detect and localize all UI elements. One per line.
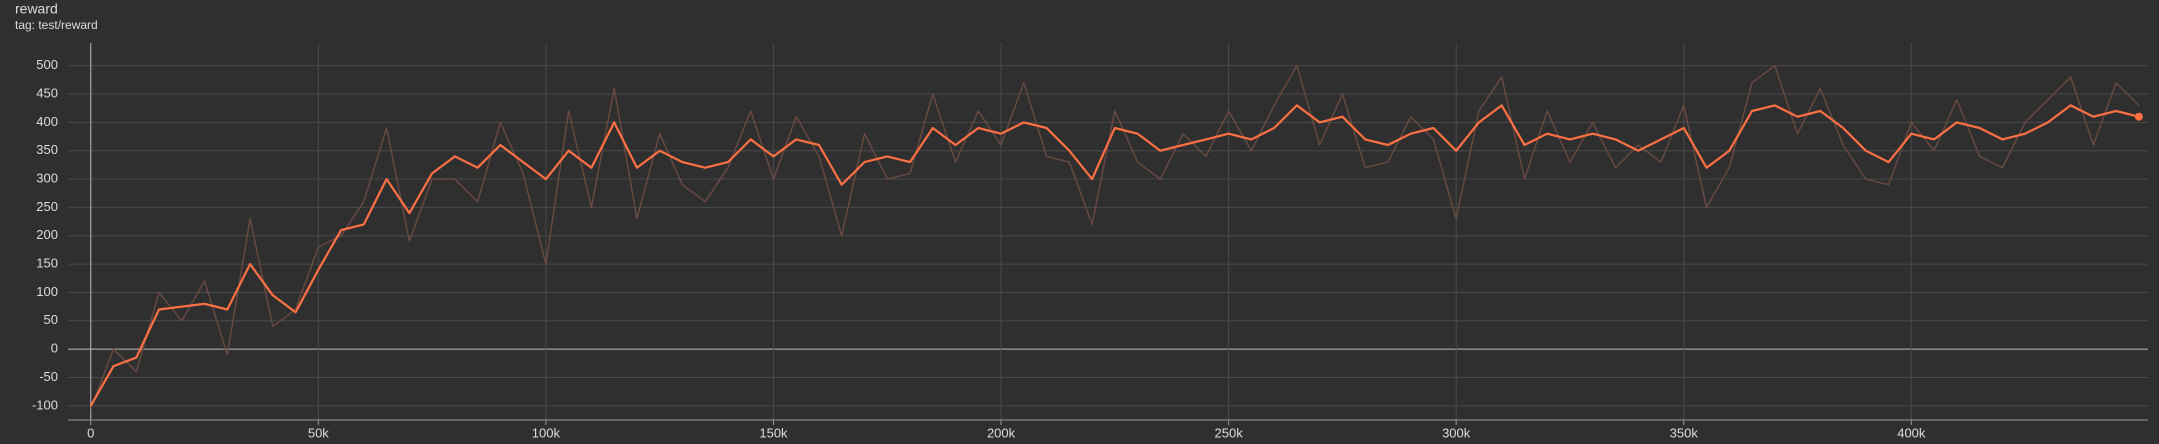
y-tick-label: 50 — [44, 312, 58, 327]
y-tick-label: 450 — [36, 85, 58, 100]
y-tick-label: 150 — [36, 256, 58, 271]
x-tick-label: 400k — [1897, 425, 1926, 440]
x-tick-label: 300k — [1442, 425, 1471, 440]
y-tick-label: 350 — [36, 142, 58, 157]
x-tick-label: 200k — [987, 425, 1016, 440]
y-tick-label: 500 — [36, 57, 58, 72]
end-point — [2134, 112, 2143, 121]
smoothed-line — [89, 104, 2140, 407]
chart-subtitle: tag: test/reward — [15, 18, 98, 32]
y-tick-label: 100 — [36, 284, 58, 299]
y-tick-label: -50 — [39, 369, 58, 384]
y-tick-label: 250 — [36, 199, 58, 214]
y-tick-label: 400 — [36, 114, 58, 129]
x-tick-label: 100k — [532, 425, 561, 440]
x-tick-label: 0 — [87, 425, 94, 440]
x-tick-label: 150k — [759, 425, 788, 440]
y-tick-label: -100 — [32, 397, 58, 412]
y-tick-label: 300 — [36, 170, 58, 185]
chart-title: reward — [15, 1, 58, 17]
x-tick-label: 250k — [1215, 425, 1244, 440]
x-tick-label: 350k — [1670, 425, 1699, 440]
raw-line — [90, 65, 2140, 409]
y-tick-label: 200 — [36, 227, 58, 242]
y-tick-label: 0 — [51, 341, 58, 356]
x-tick-label: 50k — [308, 425, 329, 440]
